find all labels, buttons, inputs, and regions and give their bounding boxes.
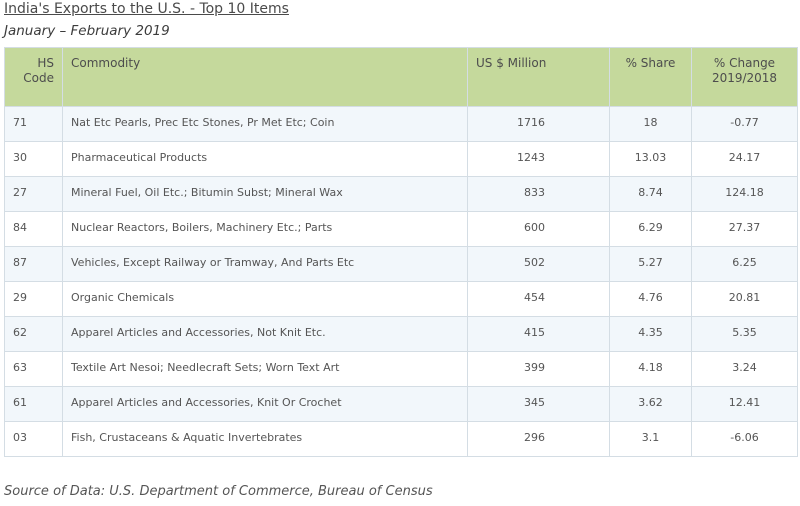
source-note: Source of Data: U.S. Department of Comme… bbox=[4, 484, 433, 499]
page-subtitle: January – February 2019 bbox=[4, 23, 170, 39]
change-cell: 27.37 bbox=[691, 211, 798, 247]
header-hs-code-line2: Code bbox=[23, 71, 54, 85]
change-cell: 20.81 bbox=[691, 281, 798, 317]
table-row: 63 Textile Art Nesoi; Needlecraft Sets; W… bbox=[4, 351, 798, 387]
table-row: 30 Pharmaceutical Products 1243 13.03 24.17 bbox=[4, 141, 798, 177]
header-share: % Share bbox=[609, 47, 692, 107]
hs-code-cell: 30 bbox=[4, 141, 63, 177]
header-change-line1: % Change bbox=[713, 56, 776, 70]
share-cell: 6.29 bbox=[609, 211, 692, 247]
hs-code-cell: 62 bbox=[4, 316, 63, 352]
commodity-cell: Fish, Crustaceans & Aquatic Invertebrate… bbox=[62, 421, 468, 457]
table-row: 84 Nuclear Reactors, Boilers, Machinery E… bbox=[4, 211, 798, 247]
table-row: 62 Apparel Articles and Accessories, Not … bbox=[4, 316, 798, 352]
commodity-cell: Textile Art Nesoi; Needlecraft Sets; Wor… bbox=[62, 351, 468, 387]
table-row: 71 Nat Etc Pearls, Prec Etc Stones, Pr Me… bbox=[4, 106, 798, 142]
table-row: 61 Apparel Articles and Accessories, Knit… bbox=[4, 386, 798, 422]
hs-code-cell: 03 bbox=[4, 421, 63, 457]
us-million-cell: 399 bbox=[467, 351, 610, 387]
hs-code-cell: 29 bbox=[4, 281, 63, 317]
table-row: 03 Fish, Crustaceans & Aquatic Invertebra… bbox=[4, 421, 798, 457]
share-cell: 5.27 bbox=[609, 246, 692, 282]
commodity-cell: Nuclear Reactors, Boilers, Machinery Etc… bbox=[62, 211, 468, 247]
us-million-cell: 600 bbox=[467, 211, 610, 247]
us-million-cell: 345 bbox=[467, 386, 610, 422]
us-million-cell: 1243 bbox=[467, 141, 610, 177]
commodity-cell: Apparel Articles and Accessories, Not Kn… bbox=[62, 316, 468, 352]
share-cell: 18 bbox=[609, 106, 692, 142]
header-change-line2: 2019/2018 bbox=[711, 71, 778, 85]
table-row: 29 Organic Chemicals 454 4.76 20.81 bbox=[4, 281, 798, 317]
header-hs-code: HS Code bbox=[4, 47, 63, 107]
change-cell: 3.24 bbox=[691, 351, 798, 387]
us-million-cell: 415 bbox=[467, 316, 610, 352]
header-hs-code-line1: HS bbox=[37, 56, 54, 70]
hs-code-cell: 71 bbox=[4, 106, 63, 142]
commodity-cell: Nat Etc Pearls, Prec Etc Stones, Pr Met … bbox=[62, 106, 468, 142]
commodity-cell: Pharmaceutical Products bbox=[62, 141, 468, 177]
change-cell: -0.77 bbox=[691, 106, 798, 142]
page-title: India's Exports to the U.S. - Top 10 Ite… bbox=[4, 1, 289, 17]
us-million-cell: 502 bbox=[467, 246, 610, 282]
commodity-cell: Vehicles, Except Railway or Tramway, And… bbox=[62, 246, 468, 282]
header-commodity: Commodity bbox=[62, 47, 468, 107]
change-cell: 5.35 bbox=[691, 316, 798, 352]
change-cell: -6.06 bbox=[691, 421, 798, 457]
share-cell: 4.35 bbox=[609, 316, 692, 352]
exports-table: HS Code Commodity US $ Million % Share % … bbox=[4, 47, 798, 457]
change-cell: 6.25 bbox=[691, 246, 798, 282]
hs-code-cell: 84 bbox=[4, 211, 63, 247]
commodity-cell: Mineral Fuel, Oil Etc.; Bitumin Subst; M… bbox=[62, 176, 468, 212]
hs-code-cell: 63 bbox=[4, 351, 63, 387]
change-cell: 24.17 bbox=[691, 141, 798, 177]
commodity-cell: Apparel Articles and Accessories, Knit O… bbox=[62, 386, 468, 422]
share-cell: 4.76 bbox=[609, 281, 692, 317]
share-cell: 8.74 bbox=[609, 176, 692, 212]
table-row: 27 Mineral Fuel, Oil Etc.; Bitumin Subst;… bbox=[4, 176, 798, 212]
table-header-row: HS Code Commodity US $ Million % Share % … bbox=[4, 47, 798, 107]
header-us-million: US $ Million bbox=[467, 47, 610, 107]
table-row: 87 Vehicles, Except Railway or Tramway, A… bbox=[4, 246, 798, 282]
header-change: % Change 2019/2018 bbox=[691, 47, 798, 107]
change-cell: 12.41 bbox=[691, 386, 798, 422]
change-cell: 124.18 bbox=[691, 176, 798, 212]
us-million-cell: 1716 bbox=[467, 106, 610, 142]
share-cell: 13.03 bbox=[609, 141, 692, 177]
us-million-cell: 454 bbox=[467, 281, 610, 317]
hs-code-cell: 61 bbox=[4, 386, 63, 422]
hs-code-cell: 87 bbox=[4, 246, 63, 282]
us-million-cell: 833 bbox=[467, 176, 610, 212]
share-cell: 3.1 bbox=[609, 421, 692, 457]
share-cell: 4.18 bbox=[609, 351, 692, 387]
share-cell: 3.62 bbox=[609, 386, 692, 422]
hs-code-cell: 27 bbox=[4, 176, 63, 212]
commodity-cell: Organic Chemicals bbox=[62, 281, 468, 317]
us-million-cell: 296 bbox=[467, 421, 610, 457]
